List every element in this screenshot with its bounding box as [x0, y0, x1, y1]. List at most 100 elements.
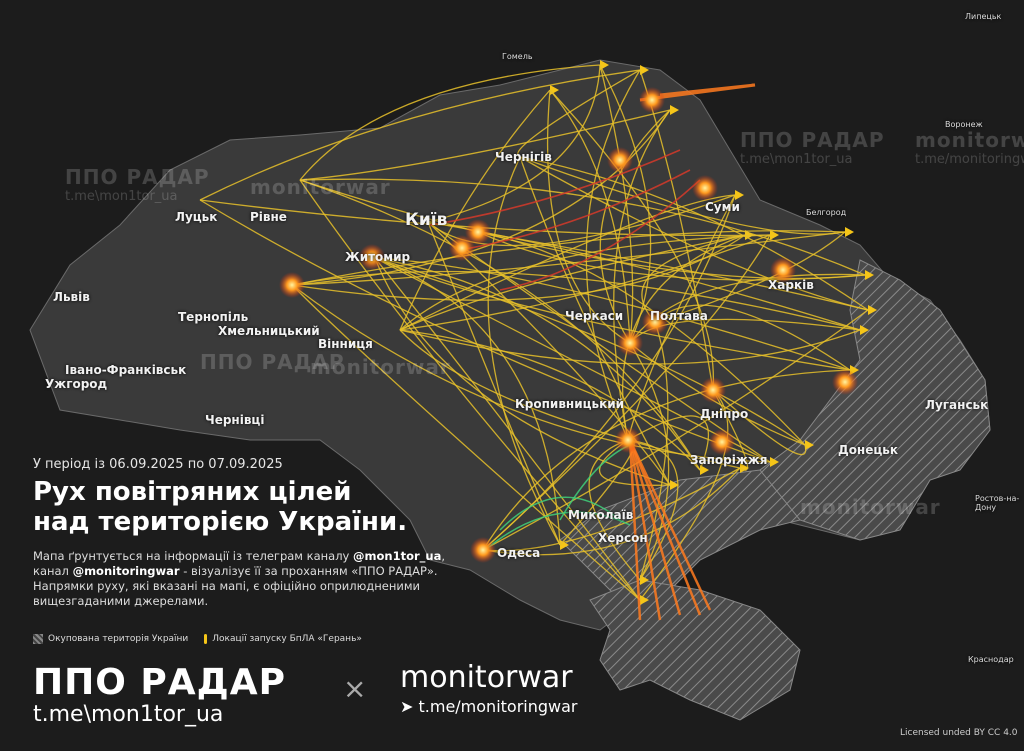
telegram-icon: ➤	[400, 697, 419, 716]
channel-mention: @mon1tor_ua	[353, 549, 442, 563]
drone-path	[291, 284, 771, 463]
drone-path	[519, 156, 671, 486]
launch-marker-icon	[735, 190, 744, 200]
city-label: Львів	[53, 290, 90, 304]
city-label: Херсон	[598, 531, 648, 545]
drone-path	[299, 179, 701, 471]
city-label: Київ	[405, 210, 448, 230]
collab-x: ×	[343, 672, 367, 705]
drone-path	[299, 109, 671, 181]
explosion-icon	[832, 369, 858, 395]
explosion-icon	[692, 175, 718, 201]
drone-path	[519, 156, 846, 235]
drone-path	[639, 389, 729, 601]
drone-path	[621, 234, 746, 441]
explosion-icon	[642, 309, 668, 335]
drone-path	[299, 64, 601, 181]
launch-marker-icon	[868, 305, 877, 315]
city-label: Ростов-на-Дону	[975, 494, 1020, 512]
channel-mention: @monitoringwar	[72, 564, 180, 578]
city-label: Івано-Франківськ	[65, 363, 187, 377]
title-line: Рух повітряних цілей	[33, 477, 352, 507]
period-text: У період із 06.09.2025 по 07.09.2025	[33, 457, 283, 472]
hatch-icon	[33, 634, 43, 644]
drone-path	[399, 329, 861, 365]
pin-icon	[204, 634, 208, 644]
missile-path	[628, 439, 702, 616]
explosion-icon	[465, 219, 491, 245]
explosions	[279, 87, 858, 563]
green-path	[499, 496, 621, 531]
drone-path	[374, 257, 641, 601]
drone-path	[291, 284, 641, 601]
drone-path	[598, 439, 671, 486]
watermark-ppo-radar: ППО РАДАР t.me\mon1tor_ua	[65, 165, 210, 204]
legend-label: Локації запуску БпЛА «Герань»	[212, 634, 362, 644]
drone-path	[599, 64, 634, 344]
legend-item-launch: Локації запуску БпЛА «Герань»	[204, 634, 362, 644]
drone-path	[477, 231, 866, 281]
description-text: - візуалізує її за проханням «ППО РАДАР»…	[33, 564, 438, 608]
description-text: , канал	[33, 549, 446, 578]
page-title: Рух повітряних цілей над територією Укра…	[33, 477, 453, 537]
city-label: Одеса	[497, 546, 541, 560]
drone-path	[639, 321, 669, 581]
city-label: Житомир	[345, 250, 411, 264]
watermark-monitorwar: monitorwar	[800, 495, 941, 519]
drone-path	[519, 156, 869, 311]
drone-path	[399, 329, 701, 471]
description: Мапа ґрунтується на інформації із телегр…	[33, 549, 453, 609]
city-label: Липецьк	[965, 12, 1002, 21]
explosion-icon	[470, 537, 496, 563]
city-label: Черкаси	[565, 309, 624, 323]
city-label: Кропивницький	[515, 397, 625, 411]
drone-path	[588, 439, 641, 581]
launch-marker-icon	[640, 65, 649, 75]
drone-path	[627, 415, 709, 471]
city-label: Гомель	[502, 52, 533, 61]
missile-path	[628, 439, 642, 621]
title-line: над територією України.	[33, 507, 408, 537]
explosion-icon	[607, 147, 633, 173]
city-label: Луганськ	[925, 398, 989, 412]
drone-path	[427, 221, 671, 486]
launch-marker-icon	[670, 105, 679, 115]
city-label: Донецьк	[838, 443, 898, 457]
drone-path	[291, 231, 846, 286]
explosion-icon	[279, 272, 305, 298]
drone-path	[627, 439, 679, 581]
drone-path	[299, 179, 641, 601]
legend: Окупована територія України Локації запу…	[33, 634, 362, 644]
drone-path	[199, 69, 641, 201]
city-label: Вінниця	[318, 337, 373, 351]
missile-path	[499, 179, 701, 291]
explosion-icon	[639, 87, 665, 113]
missile-path	[429, 149, 681, 226]
explosion-icon	[615, 427, 641, 453]
launch-marker-icon	[865, 270, 874, 280]
drone-path	[482, 467, 741, 556]
city-label: Рівне	[250, 210, 287, 224]
city-label: Дніпро	[700, 407, 749, 421]
explosion-icon	[700, 377, 726, 403]
city-label: Чернівці	[205, 413, 265, 427]
city-label: Харків	[768, 278, 814, 292]
launch-marker-icon	[845, 227, 854, 237]
brand-monitorwar-link[interactable]: ➤ t.me/monitoringwar	[400, 697, 578, 716]
drone-path	[599, 64, 652, 344]
drone-path	[712, 389, 807, 456]
missile-path	[628, 439, 712, 611]
missile-path	[459, 169, 691, 251]
watermark-monitorwar: monitorwar	[310, 355, 451, 379]
drone-path	[477, 231, 806, 446]
city-label: Белгород	[806, 208, 847, 217]
drone-path	[374, 257, 851, 371]
drone-path	[517, 69, 641, 158]
drone-path	[654, 304, 851, 371]
brand-monitorwar: monitorwar	[400, 660, 573, 695]
license-text: Licensed unded BY CC 4.0	[900, 728, 1018, 738]
city-label: Хмельницький	[218, 324, 320, 338]
brand-ppo-radar-link[interactable]: t.me\mon1tor_ua	[33, 702, 224, 727]
